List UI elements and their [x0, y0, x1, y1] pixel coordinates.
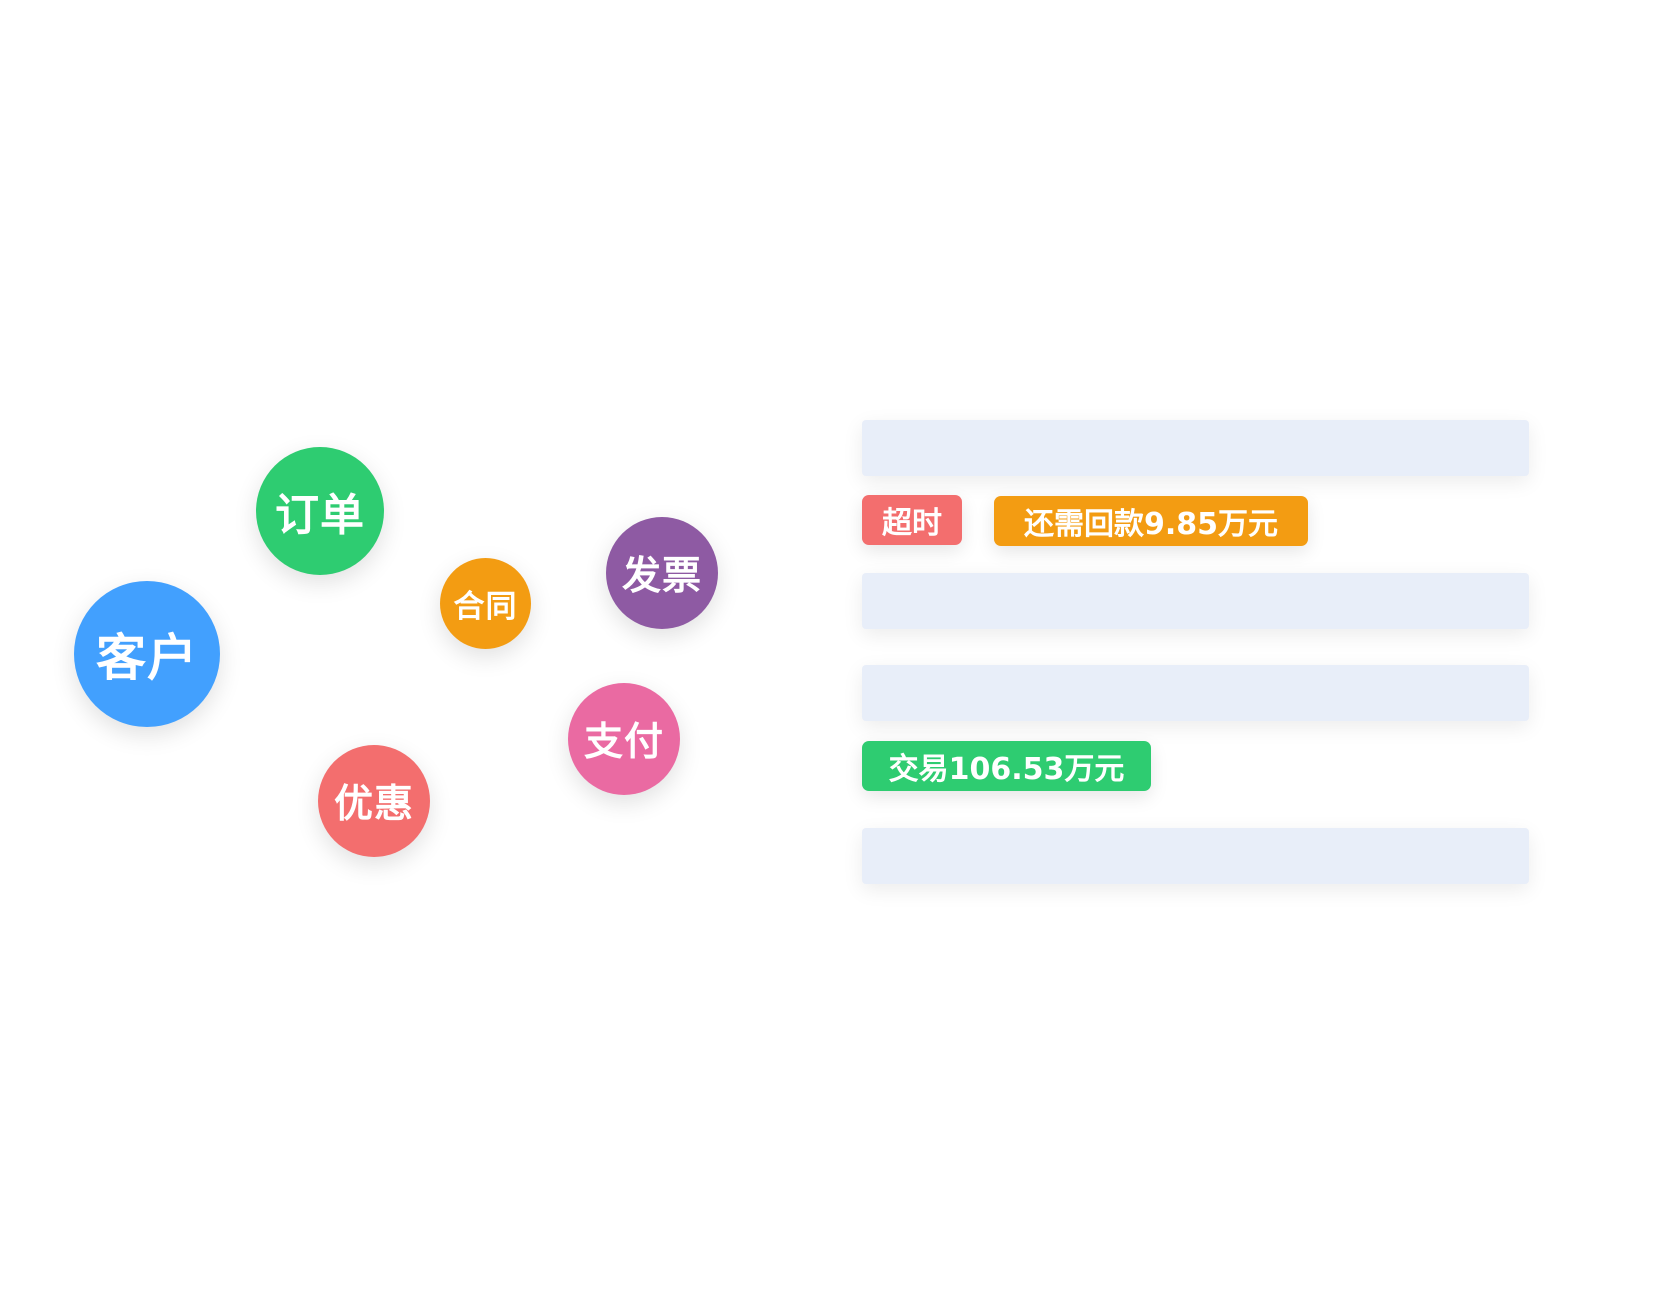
bubble-payment: 支付: [568, 683, 680, 795]
bubble-contract: 合同: [440, 558, 531, 649]
bubble-customer: 客户: [74, 581, 220, 727]
placeholder-bar: [862, 665, 1529, 721]
bubble-discount: 优惠: [318, 745, 430, 857]
placeholder-bar: [862, 828, 1529, 884]
transaction-tag: 交易106.53万元: [862, 741, 1151, 791]
overdue-tag: 超时: [862, 495, 962, 545]
bubble-invoice: 发票: [606, 517, 718, 629]
bubble-order: 订单: [256, 447, 384, 575]
remaining-payment-tag: 还需回款9.85万元: [994, 496, 1308, 546]
placeholder-bar: [862, 573, 1529, 629]
placeholder-bar: [862, 420, 1529, 476]
